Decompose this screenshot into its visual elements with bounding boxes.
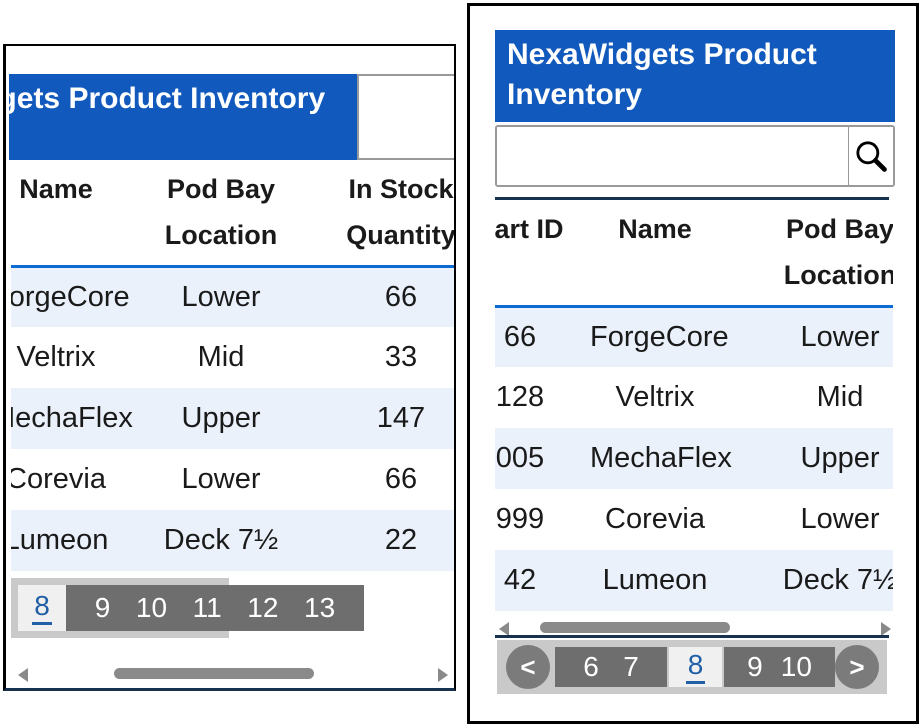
cell-part-id: 999: [495, 503, 545, 535]
page-title: NexaWidgets Product Inventory: [507, 38, 817, 111]
search-box: [357, 74, 454, 160]
page-button[interactable]: 7: [623, 651, 639, 682]
horizontal-scrollbar: [495, 620, 893, 636]
cell-pod-bay-location: Upper: [181, 402, 261, 434]
table-header-row: Part ID Name Pod Bay Location In Stock Q…: [495, 200, 893, 308]
cell-part-id: 42: [503, 564, 537, 596]
page-button-group: 9 10 11 12 13: [66, 585, 364, 631]
table-row: 005 MechaFlex Upper 147: [11, 388, 454, 449]
table-row: 128 Veltrix Mid 33: [11, 327, 454, 388]
table-row: 999 Corevia Lower 66: [11, 449, 454, 510]
search-box: [495, 125, 895, 187]
page-button[interactable]: 9: [94, 592, 111, 623]
inventory-table: Part ID Name Pod Bay Location In Stock Q…: [11, 160, 454, 571]
page-button-current[interactable]: 8: [18, 585, 66, 631]
previous-page-button[interactable]: <: [506, 645, 550, 689]
column-header-name: Name: [11, 160, 121, 268]
cell-pod-bay-location: Lower: [800, 503, 880, 535]
cell-name: Veltrix: [16, 341, 96, 373]
search-icon: [856, 141, 887, 172]
page-button-group: 9 10: [724, 647, 835, 687]
column-header-pod-bay-location: Pod Bay Location: [720, 200, 893, 308]
page-button-current[interactable]: 8: [669, 647, 722, 687]
table-row: 66 ForgeCore Lower 66: [11, 266, 454, 327]
cell-in-stock-quantity: 33: [384, 341, 418, 373]
scrollbar-thumb[interactable]: [114, 668, 314, 679]
cell-part-id: 128: [495, 381, 545, 413]
cell-in-stock-quantity: 66: [384, 280, 418, 313]
table-header-row: Part ID Name Pod Bay Location In Stock Q…: [11, 160, 454, 268]
cell-name: Lumeon: [602, 564, 708, 596]
inventory-window-wide: NexaWidgets Product Inventory Part ID Na…: [3, 44, 456, 691]
page-button[interactable]: 10: [135, 592, 168, 623]
pagination-bar: 8 9 10 11 12 13: [11, 578, 454, 638]
search-input[interactable]: [359, 76, 454, 158]
table-row: 42 Lumeon Deck 7½ 22: [11, 510, 454, 571]
cell-in-stock-quantity: 147: [376, 402, 426, 434]
cell-pod-bay-location: Upper: [800, 442, 880, 474]
table-row: 66 ForgeCore Lower 66: [495, 306, 893, 367]
column-header-in-stock-quantity: In Stock Quantity: [321, 160, 454, 268]
scroll-left-arrow-icon[interactable]: [499, 622, 509, 636]
pagination-bar: < 6 7 8 9 10 >: [497, 640, 887, 694]
scrollbar-thumb[interactable]: [540, 622, 730, 633]
grid-bottom-border: [495, 635, 889, 638]
app-title-bar: NexaWidgets Product Inventory: [495, 30, 895, 122]
horizontal-scrollbar: [10, 666, 454, 682]
page-button[interactable]: 12: [247, 592, 279, 623]
app-title-bar: NexaWidgets Product Inventory: [9, 74, 357, 160]
page-title: NexaWidgets Product Inventory: [9, 82, 326, 115]
page-button[interactable]: 11: [192, 592, 222, 623]
cell-part-id: 66: [503, 320, 537, 353]
inventory-grid-viewport[interactable]: Part ID Name Pod Bay Location In Stock Q…: [11, 160, 454, 577]
scroll-right-arrow-icon[interactable]: [881, 622, 891, 636]
cell-pod-bay-location: Lower: [181, 463, 261, 495]
chevron-left-icon: <: [520, 651, 536, 682]
cell-pod-bay-location: Mid: [197, 341, 245, 373]
cell-in-stock-quantity: 22: [384, 524, 418, 556]
page-button[interactable]: 6: [583, 651, 599, 682]
inventory-table: Part ID Name Pod Bay Location In Stock Q…: [495, 200, 893, 611]
cell-name: ForgeCore: [590, 320, 729, 353]
cell-pod-bay-location: Lower: [800, 320, 880, 353]
scroll-right-arrow-icon[interactable]: [438, 668, 448, 682]
cell-part-id: 005: [495, 442, 545, 474]
table-row: 128 Veltrix Mid 33: [495, 367, 893, 428]
page-button[interactable]: 10: [780, 651, 812, 682]
cell-name: MechaFlex: [11, 402, 133, 434]
column-header-pod-bay-location: Pod Bay Location: [121, 160, 321, 268]
search-button[interactable]: [848, 127, 893, 185]
cell-name: Lumeon: [11, 524, 109, 556]
page-button-group: 6 7: [555, 647, 667, 687]
inventory-window-narrow: NexaWidgets Product Inventory Part ID Na…: [467, 3, 919, 724]
cell-in-stock-quantity: 66: [384, 463, 418, 495]
inventory-grid-viewport[interactable]: Part ID Name Pod Bay Location In Stock Q…: [495, 200, 893, 620]
cell-pod-bay-location: Lower: [181, 280, 261, 313]
column-header-part-id: Part ID: [495, 200, 590, 308]
cell-name: MechaFlex: [590, 442, 732, 474]
cell-pod-bay-location: Deck 7½: [782, 564, 893, 596]
next-page-button[interactable]: >: [835, 645, 879, 689]
column-header-name: Name: [590, 200, 720, 308]
cell-name: Corevia: [11, 463, 106, 495]
table-row: 005 MechaFlex Upper 147: [495, 428, 893, 489]
search-input[interactable]: [497, 127, 848, 185]
grid-top-border: [495, 197, 889, 200]
scroll-left-arrow-icon[interactable]: [18, 668, 28, 682]
page-button[interactable]: 9: [747, 651, 763, 682]
cell-pod-bay-location: Deck 7½: [163, 524, 279, 556]
page-button[interactable]: 13: [304, 592, 336, 623]
cell-name: Corevia: [605, 503, 705, 535]
table-row: 999 Corevia Lower 66: [495, 489, 893, 550]
table-row: 42 Lumeon Deck 7½ 22: [495, 550, 893, 611]
cell-name: Veltrix: [615, 381, 695, 413]
cell-name: ForgeCore: [11, 280, 130, 313]
cell-pod-bay-location: Mid: [816, 381, 864, 413]
chevron-right-icon: >: [849, 651, 865, 682]
